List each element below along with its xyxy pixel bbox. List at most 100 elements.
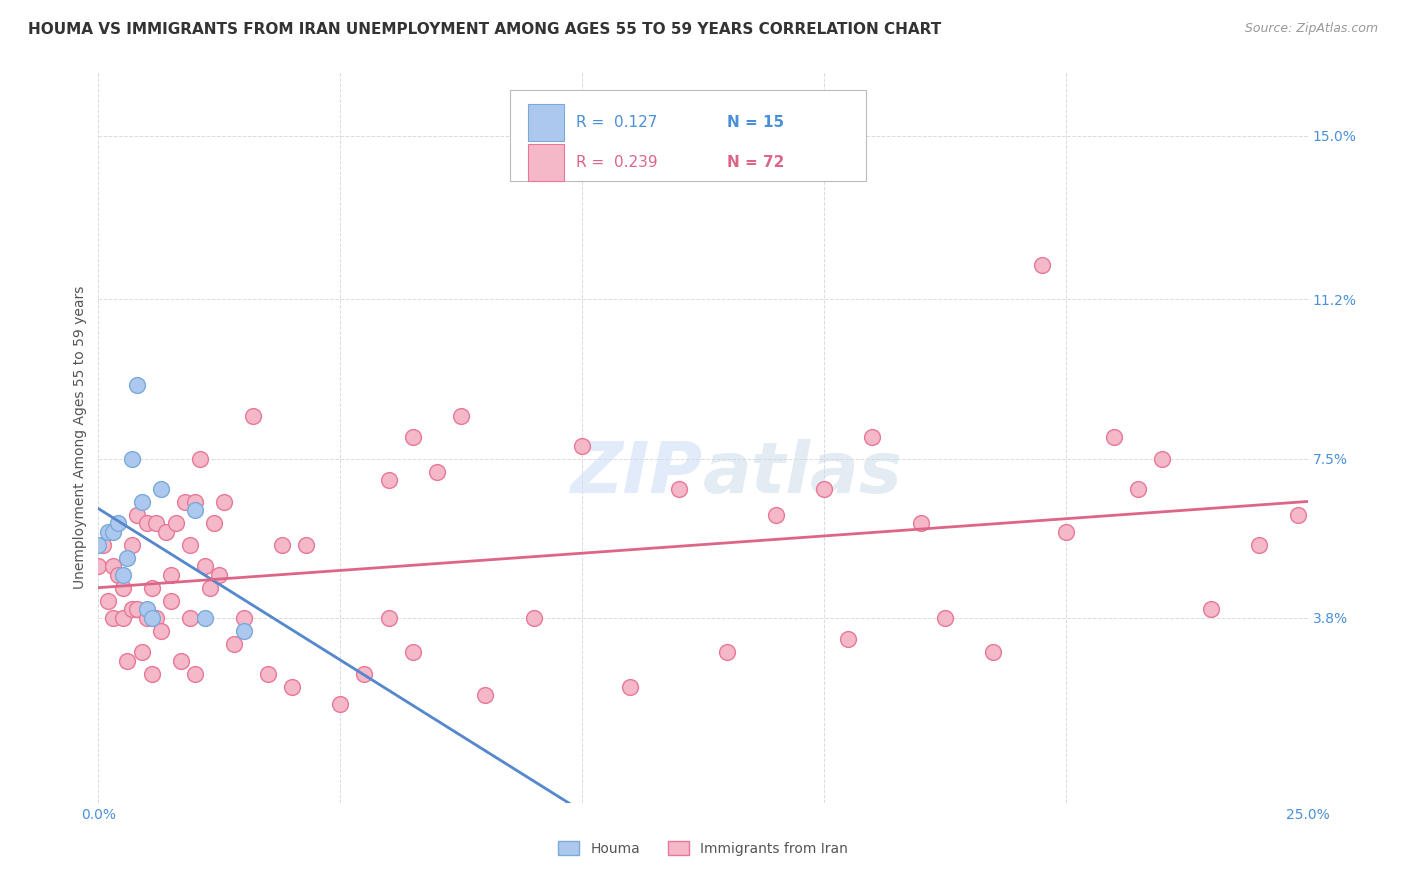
Point <box>1152 451 1174 466</box>
Point <box>1102 430 1125 444</box>
Point <box>813 482 835 496</box>
Point <box>179 611 201 625</box>
Point <box>232 624 254 638</box>
Point <box>934 611 956 625</box>
Point <box>117 550 139 565</box>
Y-axis label: Unemployment Among Ages 55 to 59 years: Unemployment Among Ages 55 to 59 years <box>73 285 87 589</box>
Point <box>141 611 163 625</box>
Point <box>1054 524 1077 539</box>
Point <box>256 666 278 681</box>
Point <box>160 593 183 607</box>
Point <box>127 602 149 616</box>
Point <box>111 567 134 582</box>
Point <box>127 378 149 392</box>
Point <box>141 666 163 681</box>
Text: R =  0.127: R = 0.127 <box>576 115 658 130</box>
Point <box>619 680 641 694</box>
Point <box>145 611 167 625</box>
Point <box>188 451 211 466</box>
Point <box>295 538 318 552</box>
Point <box>169 654 191 668</box>
Point <box>1031 258 1053 272</box>
Point <box>402 645 425 659</box>
Point <box>107 516 129 530</box>
Point <box>121 451 143 466</box>
Point <box>135 602 157 616</box>
Point <box>716 645 738 659</box>
Point <box>101 611 124 625</box>
Point <box>222 637 245 651</box>
Point <box>101 524 124 539</box>
Point <box>571 439 593 453</box>
Point <box>329 697 352 711</box>
Point <box>131 494 153 508</box>
Text: N = 15: N = 15 <box>727 115 785 130</box>
Point <box>910 516 932 530</box>
Legend: Houma, Immigrants from Iran: Houma, Immigrants from Iran <box>553 836 853 862</box>
Point <box>426 465 449 479</box>
Point <box>121 602 143 616</box>
Point <box>1286 508 1309 522</box>
Point <box>377 611 399 625</box>
Point <box>194 611 217 625</box>
Text: ZIP: ZIP <box>571 439 703 508</box>
Point <box>97 524 120 539</box>
Point <box>765 508 787 522</box>
Point <box>837 632 859 647</box>
Point <box>860 430 883 444</box>
Point <box>212 494 235 508</box>
Point <box>1199 602 1222 616</box>
Point <box>150 624 173 638</box>
Point <box>204 516 226 530</box>
Point <box>194 559 217 574</box>
Point <box>107 567 129 582</box>
Point <box>523 611 546 625</box>
Point <box>184 494 207 508</box>
Point <box>150 482 173 496</box>
Point <box>155 524 177 539</box>
Text: atlas: atlas <box>703 439 903 508</box>
Point <box>242 409 264 423</box>
Point <box>101 559 124 574</box>
Point <box>111 611 134 625</box>
Point <box>981 645 1004 659</box>
Point <box>135 611 157 625</box>
Point <box>174 494 197 508</box>
Point <box>160 567 183 582</box>
Point <box>208 567 231 582</box>
Point <box>353 666 375 681</box>
Text: Source: ZipAtlas.com: Source: ZipAtlas.com <box>1244 22 1378 36</box>
Bar <box>527 104 564 141</box>
Point <box>87 559 110 574</box>
Point <box>668 482 690 496</box>
Point <box>111 581 134 595</box>
Point <box>281 680 304 694</box>
Point <box>179 538 201 552</box>
Point <box>402 430 425 444</box>
Point <box>145 516 167 530</box>
Text: HOUMA VS IMMIGRANTS FROM IRAN UNEMPLOYMENT AMONG AGES 55 TO 59 YEARS CORRELATION: HOUMA VS IMMIGRANTS FROM IRAN UNEMPLOYME… <box>28 22 942 37</box>
Point <box>87 538 110 552</box>
Text: R =  0.239: R = 0.239 <box>576 155 658 169</box>
Point <box>91 538 114 552</box>
Point <box>184 666 207 681</box>
Point <box>127 508 149 522</box>
Point <box>121 538 143 552</box>
Point <box>165 516 187 530</box>
Point <box>450 409 472 423</box>
Point <box>135 516 157 530</box>
Point <box>271 538 294 552</box>
Point <box>232 611 254 625</box>
Point <box>117 654 139 668</box>
FancyBboxPatch shape <box>509 90 866 181</box>
Point <box>198 581 221 595</box>
Point <box>474 688 496 702</box>
Bar <box>527 144 564 180</box>
Point <box>131 645 153 659</box>
Point <box>1128 482 1150 496</box>
Point <box>1249 538 1271 552</box>
Point <box>377 473 399 487</box>
Point <box>141 581 163 595</box>
Point <box>184 503 207 517</box>
Point <box>97 593 120 607</box>
